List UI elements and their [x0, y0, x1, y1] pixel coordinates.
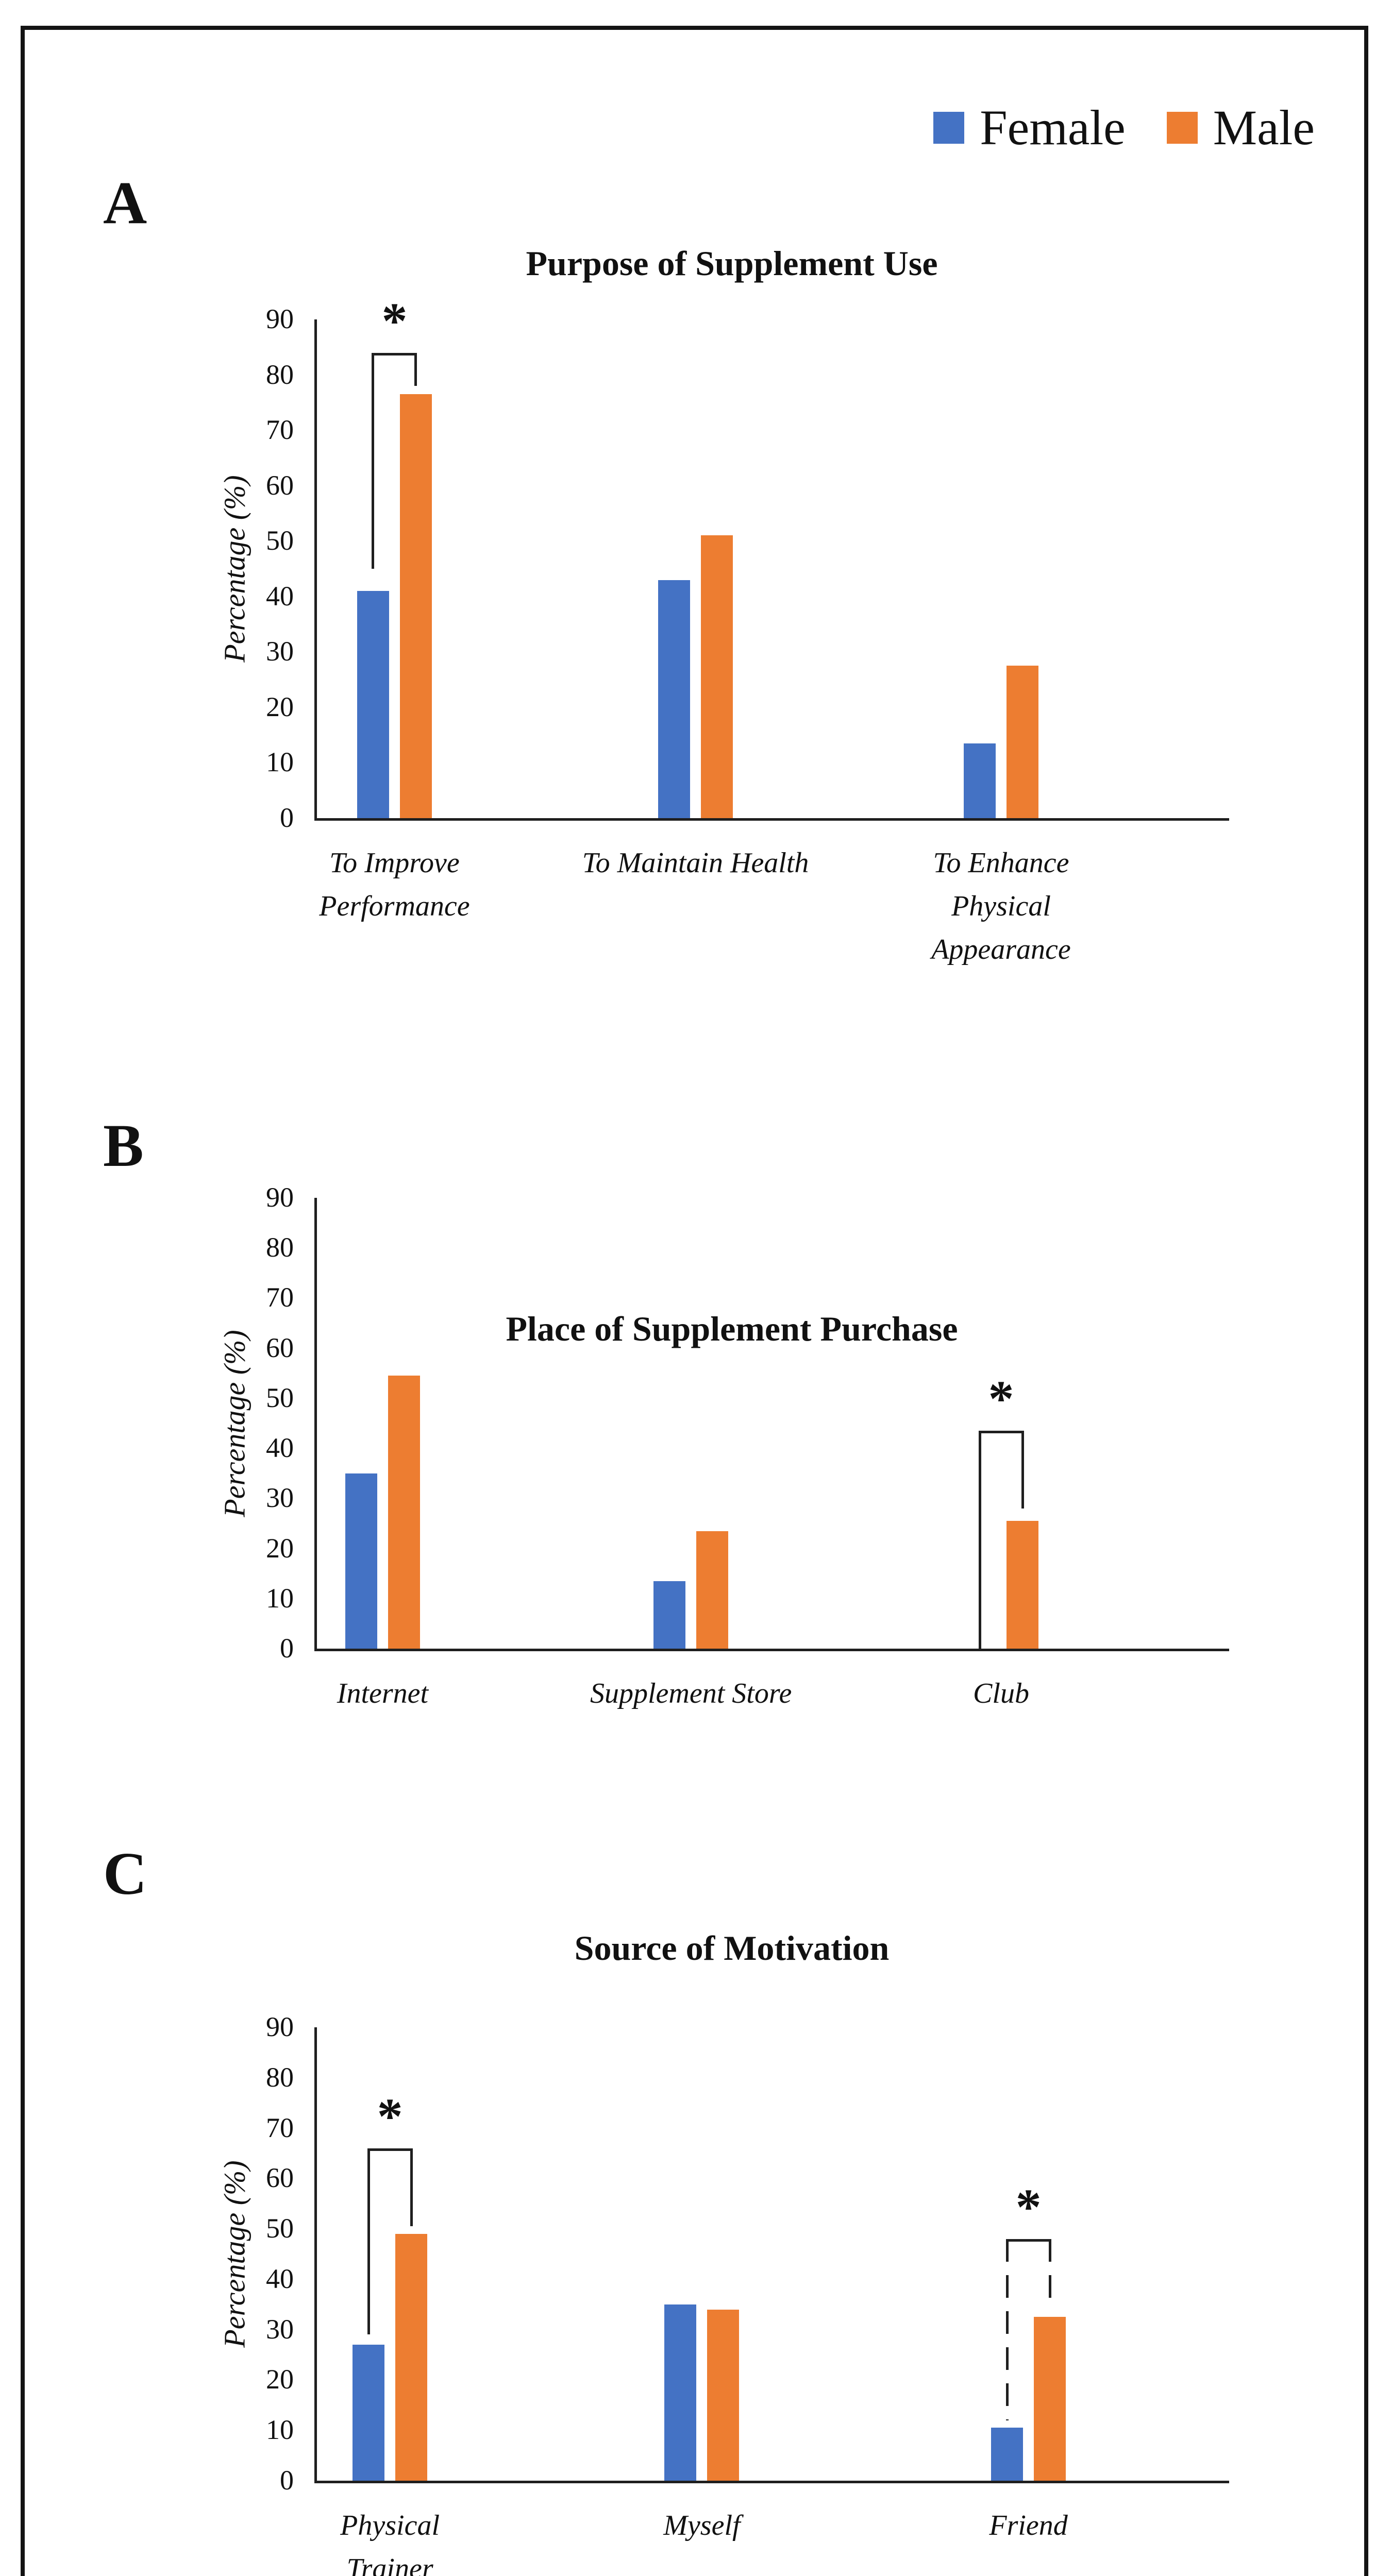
bar-male-a [701, 535, 733, 818]
y-tick-label-b: 50 [266, 1382, 294, 1413]
y-tick-label-a: 90 [266, 303, 294, 334]
bar-female-c [353, 2345, 385, 2481]
y-tick-label-b: 80 [266, 1232, 294, 1263]
y-tick-label-b: 10 [266, 1582, 294, 1614]
bar-female-b [345, 1473, 377, 1649]
y-tick-label-b: 20 [266, 1532, 294, 1564]
category-label-c: Physical Trainer [340, 2510, 440, 2576]
significance-star-c: * [1015, 2178, 1042, 2235]
legend-item-male: Male [1166, 100, 1315, 155]
significance-bracket-top-c [1005, 2239, 1051, 2242]
y-tick-label-b: 70 [266, 1282, 294, 1313]
y-axis-line-b [314, 1198, 317, 1649]
category-label-b: Club [973, 1677, 1029, 1709]
figure-frame [21, 26, 1368, 2576]
significance-bracket-right-b [1021, 1431, 1024, 1509]
y-tick-label-b: 0 [280, 1633, 294, 1664]
y-axis-line-a [314, 319, 317, 818]
significance-bracket-left-a [372, 352, 375, 569]
significance-bracket-top-a [372, 352, 417, 355]
y-tick-label-c: 70 [266, 2112, 294, 2143]
significance-bracket-right-c [1048, 2239, 1051, 2310]
category-label-a: To Enhance Physical Appearance [931, 847, 1071, 965]
chart-title-b: Place of Supplement Purchase [506, 1309, 958, 1348]
y-tick-label-c: 10 [266, 2414, 294, 2446]
significance-bracket-top-b [978, 1431, 1024, 1434]
x-axis-line-b [314, 1649, 1229, 1651]
y-tick-label-b: 90 [266, 1182, 294, 1213]
bar-female-a [357, 591, 389, 818]
y-tick-label-c: 30 [266, 2313, 294, 2345]
category-label-b: Supplement Store [590, 1677, 792, 1709]
significance-bracket-left-c [367, 2148, 370, 2335]
y-axis-title-c: Percentage (%) [217, 2160, 251, 2348]
y-tick-label-c: 0 [280, 2465, 294, 2496]
category-label-b: Internet [337, 1677, 429, 1709]
legend-item-female: Female [933, 103, 1126, 152]
y-tick-label-a: 50 [266, 525, 294, 556]
y-tick-label-c: 40 [266, 2263, 294, 2294]
bar-female-c [664, 2304, 697, 2481]
y-axis-title-b: Percentage (%) [217, 1329, 251, 1517]
significance-star-a: * [381, 292, 408, 349]
y-tick-label-b: 30 [266, 1482, 294, 1514]
y-tick-label-a: 80 [266, 359, 294, 390]
y-axis-title-a: Percentage (%) [217, 475, 251, 663]
y-tick-label-b: 60 [266, 1332, 294, 1363]
significance-bracket-right-a [414, 352, 417, 386]
significance-star-b: * [988, 1370, 1014, 1428]
chart-title-a: Purpose of Supplement Use [526, 244, 938, 283]
y-tick-label-b: 40 [266, 1432, 294, 1464]
bar-female-c [991, 2428, 1024, 2481]
legend-label-male: Male [1213, 100, 1315, 155]
bar-male-b [696, 1531, 729, 1649]
y-tick-label-a: 0 [280, 802, 294, 833]
bar-male-a [399, 394, 432, 818]
panel-letter-a: A [103, 169, 147, 236]
bar-female-a [658, 580, 691, 818]
category-label-c: Friend [989, 2510, 1068, 2541]
chart-title-c: Source of Motivation [574, 1928, 890, 1968]
y-tick-label-c: 80 [266, 2061, 294, 2093]
y-tick-label-a: 40 [266, 580, 294, 612]
significance-bracket-left-b [978, 1431, 981, 1649]
significance-bracket-left-c [1005, 2239, 1009, 2420]
legend: Female Male [933, 103, 1315, 152]
significance-bracket-top-c [367, 2148, 413, 2151]
bar-female-b [653, 1581, 686, 1649]
bar-male-c [707, 2309, 740, 2481]
y-tick-label-a: 20 [266, 691, 294, 722]
y-tick-label-c: 60 [266, 2162, 294, 2194]
legend-swatch-male-icon [1166, 112, 1198, 144]
bar-male-a [1007, 666, 1038, 818]
y-tick-label-c: 20 [266, 2364, 294, 2395]
bar-male-b [1007, 1521, 1038, 1649]
panel-letter-b: B [103, 1112, 144, 1179]
y-tick-label-a: 30 [266, 636, 294, 667]
y-tick-label-c: 90 [266, 2011, 294, 2042]
y-tick-label-a: 70 [266, 414, 294, 446]
panel-letter-c: C [103, 1840, 147, 1907]
category-label-a: To Maintain Health [582, 847, 809, 879]
x-axis-line-a [314, 818, 1229, 821]
category-label-c: Myself [663, 2510, 741, 2541]
significance-bracket-right-c [410, 2148, 413, 2227]
y-axis-line-c [314, 2027, 317, 2481]
legend-label-female: Female [980, 100, 1126, 155]
bar-male-c [395, 2233, 428, 2481]
x-axis-line-c [314, 2481, 1229, 2483]
bar-female-a [964, 743, 996, 818]
category-label-a: To Improve Performance [319, 847, 470, 922]
y-tick-label-a: 10 [266, 747, 294, 778]
y-tick-label-a: 60 [266, 469, 294, 501]
y-tick-label-c: 50 [266, 2213, 294, 2244]
bar-male-c [1034, 2317, 1066, 2481]
significance-star-c: * [377, 2087, 403, 2145]
legend-swatch-female-icon [933, 112, 965, 144]
bar-male-b [388, 1376, 420, 1649]
